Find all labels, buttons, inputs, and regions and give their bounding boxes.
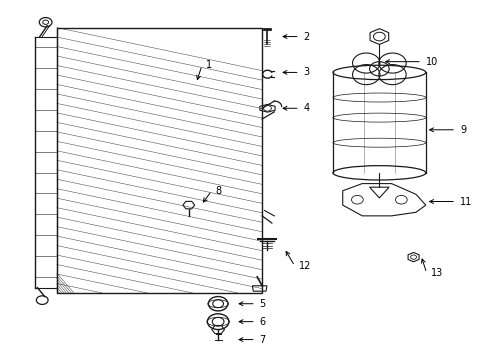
Text: 9: 9 bbox=[460, 125, 466, 135]
Text: 4: 4 bbox=[304, 103, 310, 113]
Text: 10: 10 bbox=[426, 57, 438, 67]
Text: 2: 2 bbox=[304, 32, 310, 41]
Text: 13: 13 bbox=[431, 268, 443, 278]
Text: 11: 11 bbox=[460, 197, 472, 207]
Text: 1: 1 bbox=[206, 60, 212, 70]
Text: 8: 8 bbox=[216, 186, 222, 196]
Text: 7: 7 bbox=[260, 334, 266, 345]
Text: 12: 12 bbox=[299, 261, 311, 271]
Text: 3: 3 bbox=[304, 67, 310, 77]
Text: 6: 6 bbox=[260, 317, 266, 327]
Text: 5: 5 bbox=[260, 299, 266, 309]
